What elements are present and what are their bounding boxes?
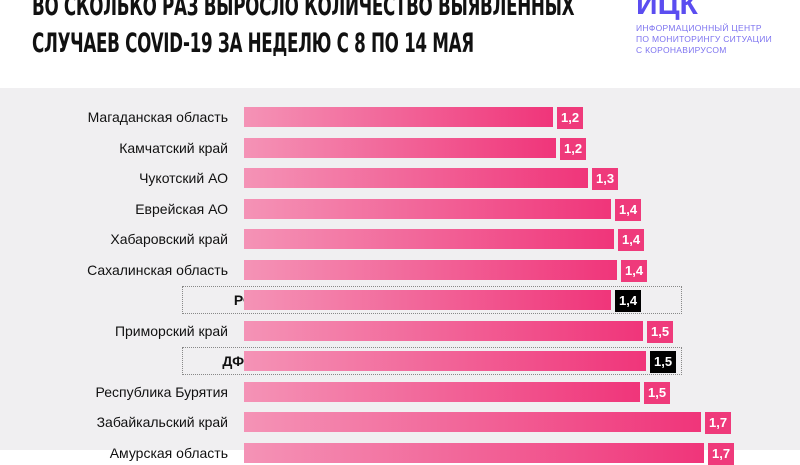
bar-row: РФ1,4 xyxy=(0,286,800,314)
category-label: Хабаровский край xyxy=(110,231,228,247)
bar-row: Еврейская АО 1,4 xyxy=(0,198,800,221)
plot-area: Магаданская область 1,2 Камчатский край 1,2… xyxy=(0,88,800,465)
data-label: 1,7 xyxy=(705,412,732,434)
bar xyxy=(244,198,611,219)
category-label: Камчатский край xyxy=(119,139,228,156)
data-label: 1,5 xyxy=(644,381,671,404)
bar-row: Сахалинская область 1,4 xyxy=(0,259,800,282)
data-label: 1,7 xyxy=(708,442,735,465)
bar xyxy=(244,290,611,310)
bar xyxy=(244,137,556,158)
bar xyxy=(244,107,553,127)
bar-row: Приморский край 1,5 xyxy=(0,320,800,343)
data-label: 1,3 xyxy=(592,168,619,190)
bar xyxy=(244,381,640,402)
category-label: Республика Бурятия xyxy=(95,383,228,400)
category-label: Приморский край xyxy=(114,322,228,339)
bar-row: Амурская область 1,7 xyxy=(0,442,800,465)
category-label: Магаданская область xyxy=(87,109,228,125)
bar xyxy=(244,351,646,371)
bar xyxy=(244,320,643,341)
data-label: 1,4 xyxy=(615,198,642,221)
bar xyxy=(244,168,588,188)
highlight-box xyxy=(182,286,682,314)
bar-row: Хабаровский край 1,4 xyxy=(0,229,800,251)
data-label: 1,4 xyxy=(621,259,648,282)
highlight-box xyxy=(182,347,682,375)
bar xyxy=(244,229,614,249)
org-name: ИНФОРМАЦИОННЫЙ ЦЕНТР ПО МОНИТОРИНГУ СИТУА… xyxy=(636,23,772,56)
title-line-1: ВО СКОЛЬКО РАЗ ВЫРОСЛО КОЛИЧЕСТВО ВЫЯВЛЕ… xyxy=(32,0,575,22)
bar-row: ДФО 1,5 xyxy=(0,347,800,375)
data-label: 1,2 xyxy=(560,137,587,160)
bar xyxy=(244,412,701,432)
bar-row: Магаданская область 1,2 xyxy=(0,107,800,129)
bar-row: Чукотский АО 1,3 xyxy=(0,168,800,190)
data-label: 1,2 xyxy=(557,107,584,129)
category-label: Чукотский АО xyxy=(139,170,228,186)
bar xyxy=(244,442,704,463)
data-label: 1,5 xyxy=(650,351,677,373)
title-line-2: СЛУЧАЕВ COVID-19 ЗА НЕДЕЛЮ С 8 ПО 14 МАЯ xyxy=(32,28,474,59)
bar-row: Республика Бурятия 1,5 xyxy=(0,381,800,404)
bar-row: Камчатский край 1,2 xyxy=(0,137,800,160)
org-line-3: С КОРОНАВИРУСОМ xyxy=(636,45,727,55)
category-label: Амурская область xyxy=(109,444,228,461)
category-label: Сахалинская область xyxy=(87,261,228,278)
category-label: Забайкальский край xyxy=(96,414,228,430)
org-line-1: ИНФОРМАЦИОННЫЙ ЦЕНТР xyxy=(636,23,762,33)
data-label: 1,4 xyxy=(618,229,645,251)
org-line-2: ПО МОНИТОРИНГУ СИТУАЦИИ xyxy=(636,34,773,44)
data-label: 1,4 xyxy=(615,290,642,312)
chart-title: ВО СКОЛЬКО РАЗ ВЫРОСЛО КОЛИЧЕСТВО ВЫЯВЛЕ… xyxy=(32,0,575,62)
logo: ИЦК xyxy=(636,0,698,21)
bar-row: Забайкальский край 1,7 xyxy=(0,412,800,434)
data-label: 1,5 xyxy=(647,320,674,343)
bar xyxy=(244,259,617,280)
category-label: Еврейская АО xyxy=(135,200,228,217)
